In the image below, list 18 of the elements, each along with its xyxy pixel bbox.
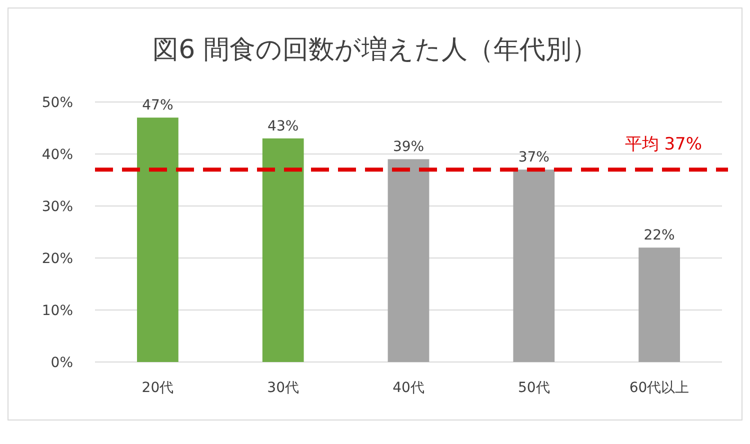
x-tick-label: 60代以上 [629,380,690,396]
x-tick-label: 20代 [142,380,174,396]
y-tick-label: 30% [42,199,73,215]
y-tick-label: 10% [42,303,73,319]
y-tick-label: 50% [42,95,73,111]
data-label: 43% [268,118,299,134]
y-tick-label: 20% [42,251,73,267]
x-tick-label: 40代 [392,380,424,396]
y-tick-label: 0% [50,355,73,371]
data-label: 37% [518,150,550,166]
data-label: 39% [392,139,424,156]
x-tick-label: 30代 [267,380,300,396]
data-label: 22% [644,228,675,244]
y-tick-label: 40% [42,147,73,163]
title: 図6 間食の回数が増えた人（年代別） [152,35,598,65]
data-label: 47% [142,98,174,114]
x-tick-label: 50代 [518,380,550,396]
ref-line-label: 平均 37% [624,134,702,155]
